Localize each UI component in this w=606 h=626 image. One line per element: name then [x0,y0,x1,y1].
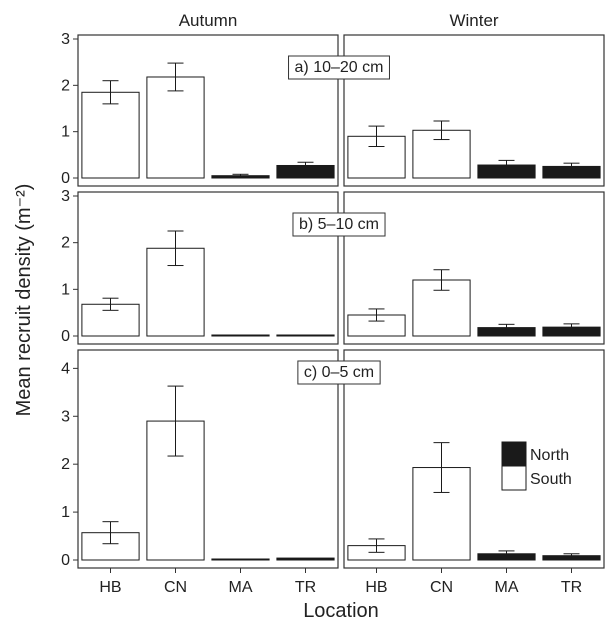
y-tick-label: 2 [61,235,70,252]
facet-label-autumn: Autumn [179,11,238,30]
panel-frame [343,34,605,187]
bar [276,557,335,561]
bar [276,334,335,337]
x-tick-label: MA [495,579,519,596]
panel-label-box [288,55,390,80]
facet-label-winter: Winter [449,11,498,30]
panel-frame [343,191,605,345]
y-tick-label: 1 [61,281,70,298]
y-tick-label: 4 [61,360,70,377]
bar [146,76,205,179]
y-tick-label: 3 [61,188,70,205]
legend-swatch-south [501,465,527,491]
y-tick-label: 0 [61,552,70,569]
panel-frame [77,349,339,569]
bar [211,334,270,337]
y-tick-label: 2 [61,456,70,473]
legend-label-north: North [530,447,569,464]
y-tick-label: 3 [61,408,70,425]
panel-frame [343,349,605,569]
x-axis-title: Location [303,600,379,622]
x-tick-label: CN [430,579,453,596]
legend-swatch-north [501,441,527,467]
y-tick-label: 0 [61,328,70,345]
legend-label-south: South [530,471,572,488]
x-tick-label: TR [561,579,582,596]
panel-frame [77,191,339,345]
x-tick-label: HB [365,579,387,596]
y-tick-label: 2 [61,77,70,94]
y-axis-title: Mean recruit density (m⁻²) [13,184,35,417]
panel-label: a) 10–20 cm [295,59,384,76]
y-tick-label: 1 [61,124,70,141]
bar [81,91,140,179]
x-tick-label: TR [295,579,316,596]
x-tick-label: CN [164,579,187,596]
y-tick-label: 3 [61,31,70,48]
y-tick-label: 0 [61,170,70,187]
bar [211,558,270,561]
panel-label: c) 0–5 cm [304,364,374,381]
panel-label: b) 5–10 cm [299,216,379,233]
panel-frame [77,34,339,187]
x-tick-label: HB [99,579,121,596]
panel-label-box [292,212,386,237]
y-tick-label: 1 [61,504,70,521]
panel-label-box [297,360,381,385]
x-tick-label: MA [229,579,253,596]
